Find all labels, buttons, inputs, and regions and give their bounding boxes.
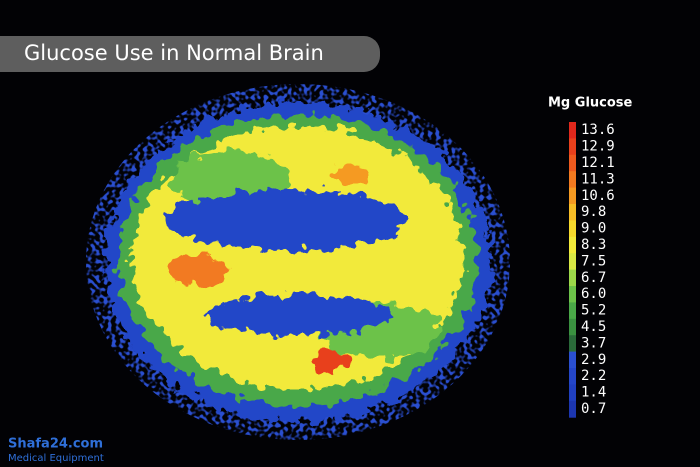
scale-swatch — [569, 384, 576, 402]
scale-label: 12.1 — [581, 155, 615, 171]
watermark-site: Shafa24.com — [8, 437, 103, 452]
scale-label: 7.5 — [581, 253, 606, 269]
scale-label: 2.9 — [581, 352, 606, 368]
scale-swatch — [569, 253, 576, 271]
color-scale: 13.612.912.111.310.69.89.08.37.56.76.05.… — [569, 122, 615, 418]
scale-swatch — [569, 204, 576, 221]
scale-swatch — [569, 236, 576, 254]
scale-label: 5.2 — [581, 303, 606, 319]
scale-swatch — [569, 220, 576, 238]
scale-swatch — [569, 368, 576, 385]
title-bar — [0, 36, 380, 72]
scale-label: 0.7 — [581, 401, 606, 417]
scan-hotspot — [170, 254, 230, 286]
scale-label: 9.0 — [581, 221, 606, 237]
scale-swatch — [569, 154, 576, 172]
scale-label: 6.0 — [581, 286, 606, 302]
title: Glucose Use in Normal Brain — [24, 41, 324, 65]
scale-label: 10.6 — [581, 188, 615, 204]
scale-swatch — [569, 286, 576, 303]
scale-label: 8.3 — [581, 237, 606, 253]
scale-label: 6.7 — [581, 270, 606, 286]
scale-swatch — [569, 122, 576, 139]
scale-label: 2.2 — [581, 368, 606, 384]
scan-ventricle — [165, 190, 405, 250]
scan-hotspot — [314, 346, 346, 374]
scan-hotspot — [330, 165, 370, 185]
scale-label: 13.6 — [581, 122, 615, 138]
scale-swatch — [569, 318, 576, 336]
scan-ventricle — [205, 295, 395, 335]
scale-label: 1.4 — [581, 385, 606, 401]
scale-swatch — [569, 171, 576, 189]
scale-swatch — [569, 138, 576, 156]
scale-swatch — [569, 302, 576, 320]
scale-swatch — [569, 351, 576, 369]
scale-label: 11.3 — [581, 171, 615, 187]
scale-swatch — [569, 400, 576, 418]
watermark-tagline: Medical Equipment — [8, 453, 104, 464]
scale-label: 3.7 — [581, 335, 606, 351]
scale-label: 4.5 — [581, 319, 606, 335]
scale-label: 12.9 — [581, 139, 615, 155]
scale-swatch — [569, 187, 576, 205]
scale-swatch — [569, 335, 576, 353]
scale-swatch — [569, 269, 576, 287]
legend-title: Mg Glucose — [548, 96, 633, 111]
brain-scan — [86, 84, 510, 440]
scale-label: 9.8 — [581, 204, 606, 220]
